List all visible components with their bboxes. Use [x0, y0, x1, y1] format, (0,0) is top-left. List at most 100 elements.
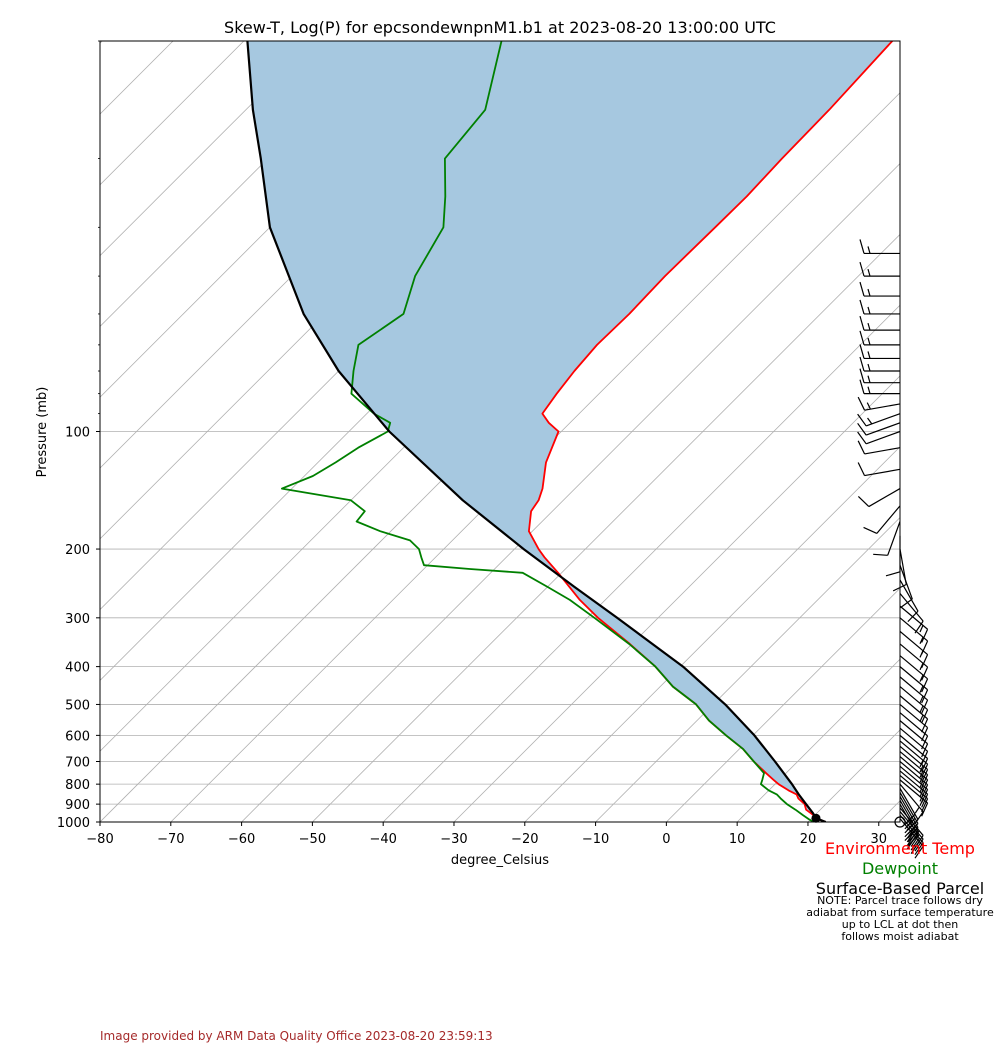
- y-axis-ticks: 100 200 300 400 500 600 700 800 900 1000: [57, 40, 100, 831]
- wind-barb-flag: [914, 811, 924, 825]
- wind-barb-half-flag: [919, 770, 924, 778]
- wind-barb-staff: [864, 447, 901, 455]
- wind-barbs: [857, 239, 929, 859]
- environment-temp-line: [528, 41, 893, 822]
- wind-barb-half-flag: [919, 714, 924, 722]
- isotherm-line: [950, 41, 1000, 822]
- wind-barb-flag: [859, 299, 865, 315]
- legend-note-line-3: up to LCL at dot then: [842, 918, 959, 931]
- wind-barb-flag: [885, 571, 901, 577]
- wind-barb-flag: [859, 379, 865, 394]
- wind-barb-flag: [921, 654, 929, 669]
- wind-barb-half-flag: [867, 363, 871, 372]
- wind-barb-flag: [857, 431, 867, 445]
- wind-barb-half-flag: [867, 306, 871, 315]
- legend-environment-temp: Environment Temp: [825, 839, 975, 858]
- isotherm-line: [736, 658, 900, 822]
- wind-barb-staff: [899, 703, 928, 729]
- wind-barb-half-flag: [919, 705, 924, 713]
- x-tick-label: −70: [157, 832, 184, 847]
- legend-surface-parcel: Surface-Based Parcel: [816, 879, 984, 898]
- wind-barb-flag: [921, 784, 929, 799]
- wind-barb-half-flag: [919, 775, 924, 783]
- wind-barb-flag: [859, 261, 865, 277]
- wind-barb-flag: [914, 842, 924, 856]
- cape-shaded-region: [247, 41, 893, 822]
- wind-barb-flag: [921, 629, 929, 643]
- wind-barb-staff: [876, 505, 901, 534]
- y-tick-label: 1000: [57, 816, 90, 831]
- wind-barb-half-flag: [867, 246, 871, 254]
- chart-title: Skew-T, Log(P) for epcsondewnpnM1.b1 at …: [224, 18, 776, 37]
- y-tick-label: 700: [65, 756, 90, 771]
- y-tick-label: 300: [65, 612, 90, 627]
- wind-barb-half-flag: [919, 685, 924, 693]
- isotherm-line: [100, 41, 315, 257]
- wind-barb-half-flag: [867, 288, 871, 297]
- legend-note-line-4: follows moist adiabat: [841, 930, 959, 943]
- wind-barb-half-flag: [867, 268, 871, 277]
- wind-barb-half-flag: [867, 375, 871, 383]
- isotherm-line: [100, 41, 386, 327]
- wind-barb-staff: [865, 430, 901, 445]
- wind-barb-half-flag: [919, 662, 924, 671]
- wind-barb-flag: [914, 845, 924, 859]
- wind-barb-flag: [859, 239, 865, 254]
- wind-barb-staff: [887, 521, 901, 556]
- wind-barb-staff: [865, 422, 901, 436]
- wind-barb-flag: [921, 743, 929, 758]
- wind-barb-flag: [914, 835, 924, 848]
- y-tick-label: 100: [65, 426, 90, 441]
- y-tick-label: 200: [65, 543, 90, 558]
- wind-barb-flag: [921, 699, 929, 714]
- x-axis-ticks: −80 −70 −60 −50 −40 −30 −20 −10 0 10 20 30: [86, 822, 887, 847]
- wind-barb-flag: [921, 666, 929, 681]
- wind-barb-flag: [921, 779, 929, 794]
- wind-barb-staff: [899, 593, 924, 622]
- wind-barb-half-flag: [867, 417, 873, 425]
- wind-barb-half-flag: [919, 636, 924, 644]
- wind-barb-flag: [863, 526, 878, 534]
- wind-barb-flag: [907, 834, 919, 847]
- wind-barb-staff: [868, 488, 901, 508]
- x-tick-label: −80: [86, 832, 113, 847]
- wind-barb-flag: [921, 735, 929, 750]
- y-tick-label: 500: [65, 698, 90, 713]
- wind-barb-flag: [857, 496, 870, 507]
- cape-fill-area: [247, 41, 893, 822]
- legend-note-line-2: adiabat from surface temperature: [806, 906, 994, 919]
- wind-barb-flag: [921, 640, 929, 655]
- wind-barb-staff: [899, 579, 919, 612]
- x-tick-label: −40: [369, 832, 396, 847]
- y-tick-label: 600: [65, 729, 90, 744]
- wind-barb-staff: [899, 548, 907, 585]
- wind-barb-flag: [904, 813, 916, 826]
- x-tick-label: 0: [662, 832, 670, 847]
- x-tick-label: 30: [870, 832, 887, 847]
- wind-barb-flag: [921, 689, 929, 704]
- wind-barb-flag: [857, 440, 866, 455]
- wind-barb-half-flag: [919, 765, 924, 773]
- x-axis-label: degree_Celsius: [451, 853, 549, 868]
- wind-barb-flag: [859, 368, 865, 383]
- wind-barb-flag: [921, 758, 929, 773]
- x-tick-label: 20: [800, 832, 817, 847]
- wind-barb-flag: [907, 831, 919, 843]
- wind-barb-half-flag: [919, 695, 924, 704]
- wind-barb-flag: [859, 344, 865, 359]
- dewpoint-line: [281, 41, 815, 822]
- wind-barb-staff: [864, 468, 901, 477]
- wind-barb-flag: [921, 769, 929, 783]
- isotherm-line: [595, 517, 900, 822]
- wind-barb-flag: [921, 802, 929, 817]
- wind-barb-flag: [921, 763, 929, 778]
- isotherm-line: [666, 587, 900, 822]
- wind-barb-flag: [900, 598, 913, 609]
- wind-barb-half-flag: [919, 674, 924, 682]
- wind-barb-flag: [921, 774, 929, 789]
- wind-barb-half-flag: [914, 806, 920, 814]
- wind-barb-staff: [899, 605, 928, 630]
- wind-barb-flag: [910, 837, 920, 851]
- wind-barb-flag: [859, 330, 865, 346]
- wind-barb-half-flag: [867, 351, 871, 359]
